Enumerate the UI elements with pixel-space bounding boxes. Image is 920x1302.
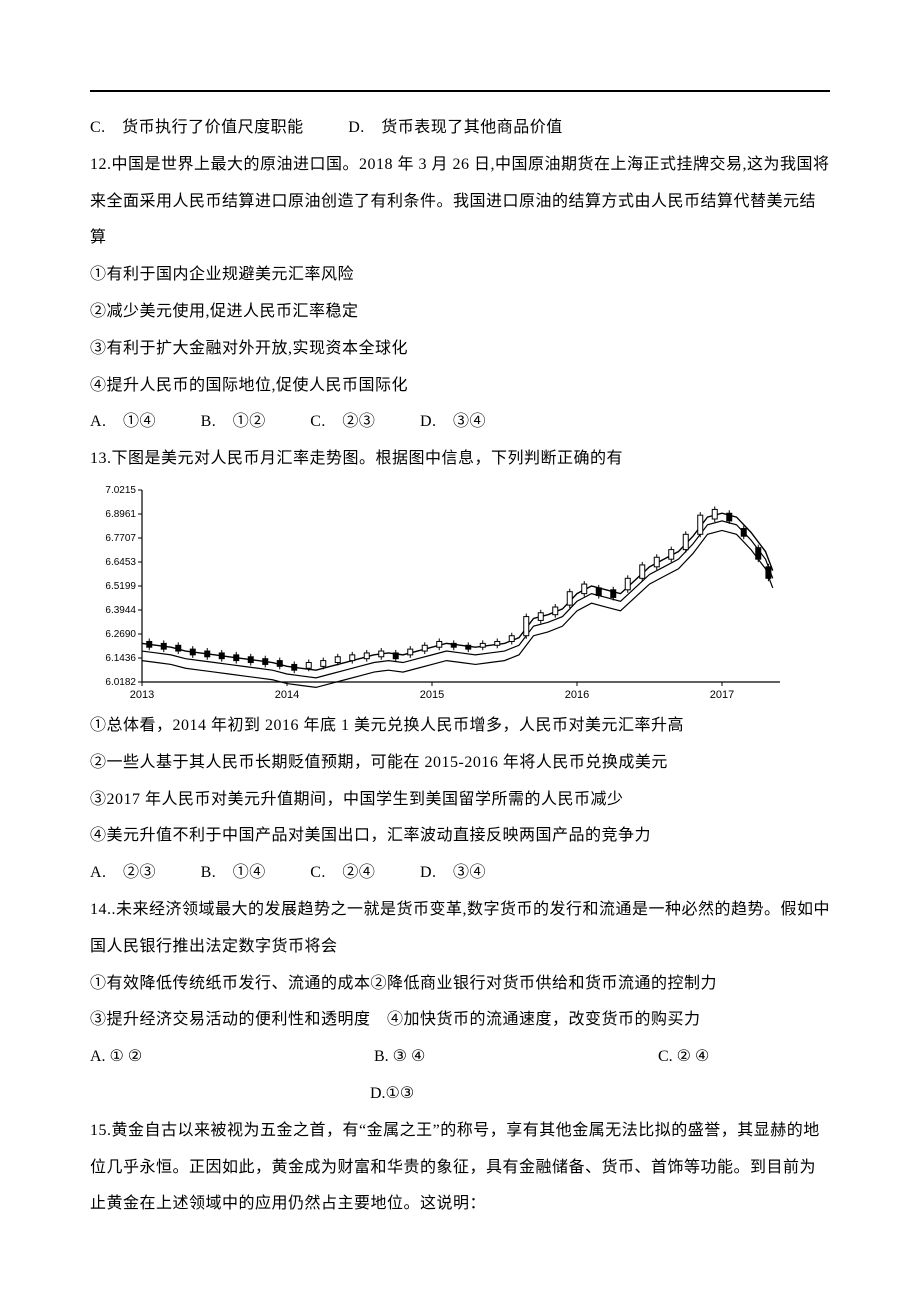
option-d: D. 货币表现了其他商品价值	[348, 110, 563, 147]
chart-svg: 6.0182 6.1436 6.2690 6.3944 6.5199 6.6453 6.77…	[90, 484, 790, 704]
svg-text:6.8961: 6.8961	[105, 509, 136, 520]
option-c: C. ② ④	[658, 1048, 709, 1065]
option-b: B. ①④	[201, 855, 266, 892]
exam-page: C. 货币执行了价值尺度职能 D. 货币表现了其他商品价值 12.中国是世界上最…	[0, 0, 920, 1263]
svg-text:2015: 2015	[420, 689, 444, 701]
svg-text:6.6453: 6.6453	[105, 557, 136, 568]
svg-text:6.5199: 6.5199	[105, 581, 136, 592]
svg-text:2016: 2016	[565, 689, 589, 701]
option-a: A. ① ②	[90, 1039, 370, 1076]
q14-item-line1: ①有效降低传统纸币发行、流通的成本②降低商业银行对货币供给和货币流通的控制力	[90, 966, 830, 1003]
q12-options: A. ①④ B. ①② C. ②③ D. ③④	[90, 404, 830, 441]
q13-item-2: ②一些人基于其人民币长期贬值预期，可能在 2015-2016 年将人民币兑换成美…	[90, 745, 830, 782]
q12-stem: 12.中国是世界上最大的原油进口国。2018 年 3 月 26 日,中国原油期货…	[90, 147, 830, 257]
q13-item-4: ④美元升值不利于中国产品对美国出口，汇率波动直接反映两国产品的竞争力	[90, 818, 830, 855]
q14-options-row2: D.①③	[90, 1076, 830, 1113]
option-c: C. ②④	[310, 855, 375, 892]
svg-text:6.2690: 6.2690	[105, 629, 136, 640]
q13-item-3: ③2017 年人民币对美元升值期间，中国学生到美国留学所需的人民币减少	[90, 782, 830, 819]
q11-options-cd: C. 货币执行了价值尺度职能 D. 货币表现了其他商品价值	[90, 110, 830, 147]
q13-options: A. ②③ B. ①④ C. ②④ D. ③④	[90, 855, 830, 892]
usd-cny-chart: 6.0182 6.1436 6.2690 6.3944 6.5199 6.6453 6.77…	[90, 484, 830, 704]
option-b: B. ③ ④	[374, 1039, 654, 1076]
option-d: D. ③④	[420, 404, 486, 441]
svg-text:6.3944: 6.3944	[105, 605, 136, 616]
q12-item-3: ③有利于扩大金融对外开放,实现资本全球化	[90, 331, 830, 368]
option-d: D. ③④	[420, 855, 486, 892]
q12-item-4: ④提升人民币的国际地位,促使人民币国际化	[90, 368, 830, 405]
q14-options-row1: A. ① ② B. ③ ④ C. ② ④	[90, 1039, 830, 1076]
q13-stem: 13.下图是美元对人民币月汇率走势图。根据图中信息，下列判断正确的有	[90, 441, 830, 478]
option-d: D.①③	[370, 1085, 414, 1102]
q13-item-1: ①总体看，2014 年初到 2016 年底 1 美元兑换人民币增多，人民币对美元…	[90, 708, 830, 745]
option-c: C. ②③	[310, 404, 375, 441]
q14-item-line2: ③提升经济交易活动的便利性和透明度 ④加快货币的流通速度，改变货币的购买力	[90, 1002, 830, 1039]
top-rule	[90, 90, 830, 92]
option-a: A. ①④	[90, 404, 156, 441]
option-c: C. 货币执行了价值尺度职能	[90, 110, 304, 147]
svg-text:2013: 2013	[130, 689, 154, 701]
q12-item-2: ②减少美元使用,促进人民币汇率稳定	[90, 294, 830, 331]
svg-text:6.0182: 6.0182	[105, 677, 136, 688]
q15-stem: 15.黄金自古以来被视为五金之首，有“金属之王”的称号，享有其他金属无法比拟的盛…	[90, 1113, 830, 1223]
option-a: A. ②③	[90, 855, 156, 892]
svg-text:7.0215: 7.0215	[105, 485, 136, 496]
q12-item-1: ①有利于国内企业规避美元汇率风险	[90, 257, 830, 294]
option-b: B. ①②	[201, 404, 266, 441]
svg-text:6.1436: 6.1436	[105, 653, 136, 664]
q14-stem: 14..未来经济领域最大的发展趋势之一就是货币变革,数字货币的发行和流通是一种必…	[90, 892, 830, 966]
svg-text:6.7707: 6.7707	[105, 533, 136, 544]
svg-text:2014: 2014	[275, 689, 299, 701]
svg-text:2017: 2017	[710, 689, 734, 701]
